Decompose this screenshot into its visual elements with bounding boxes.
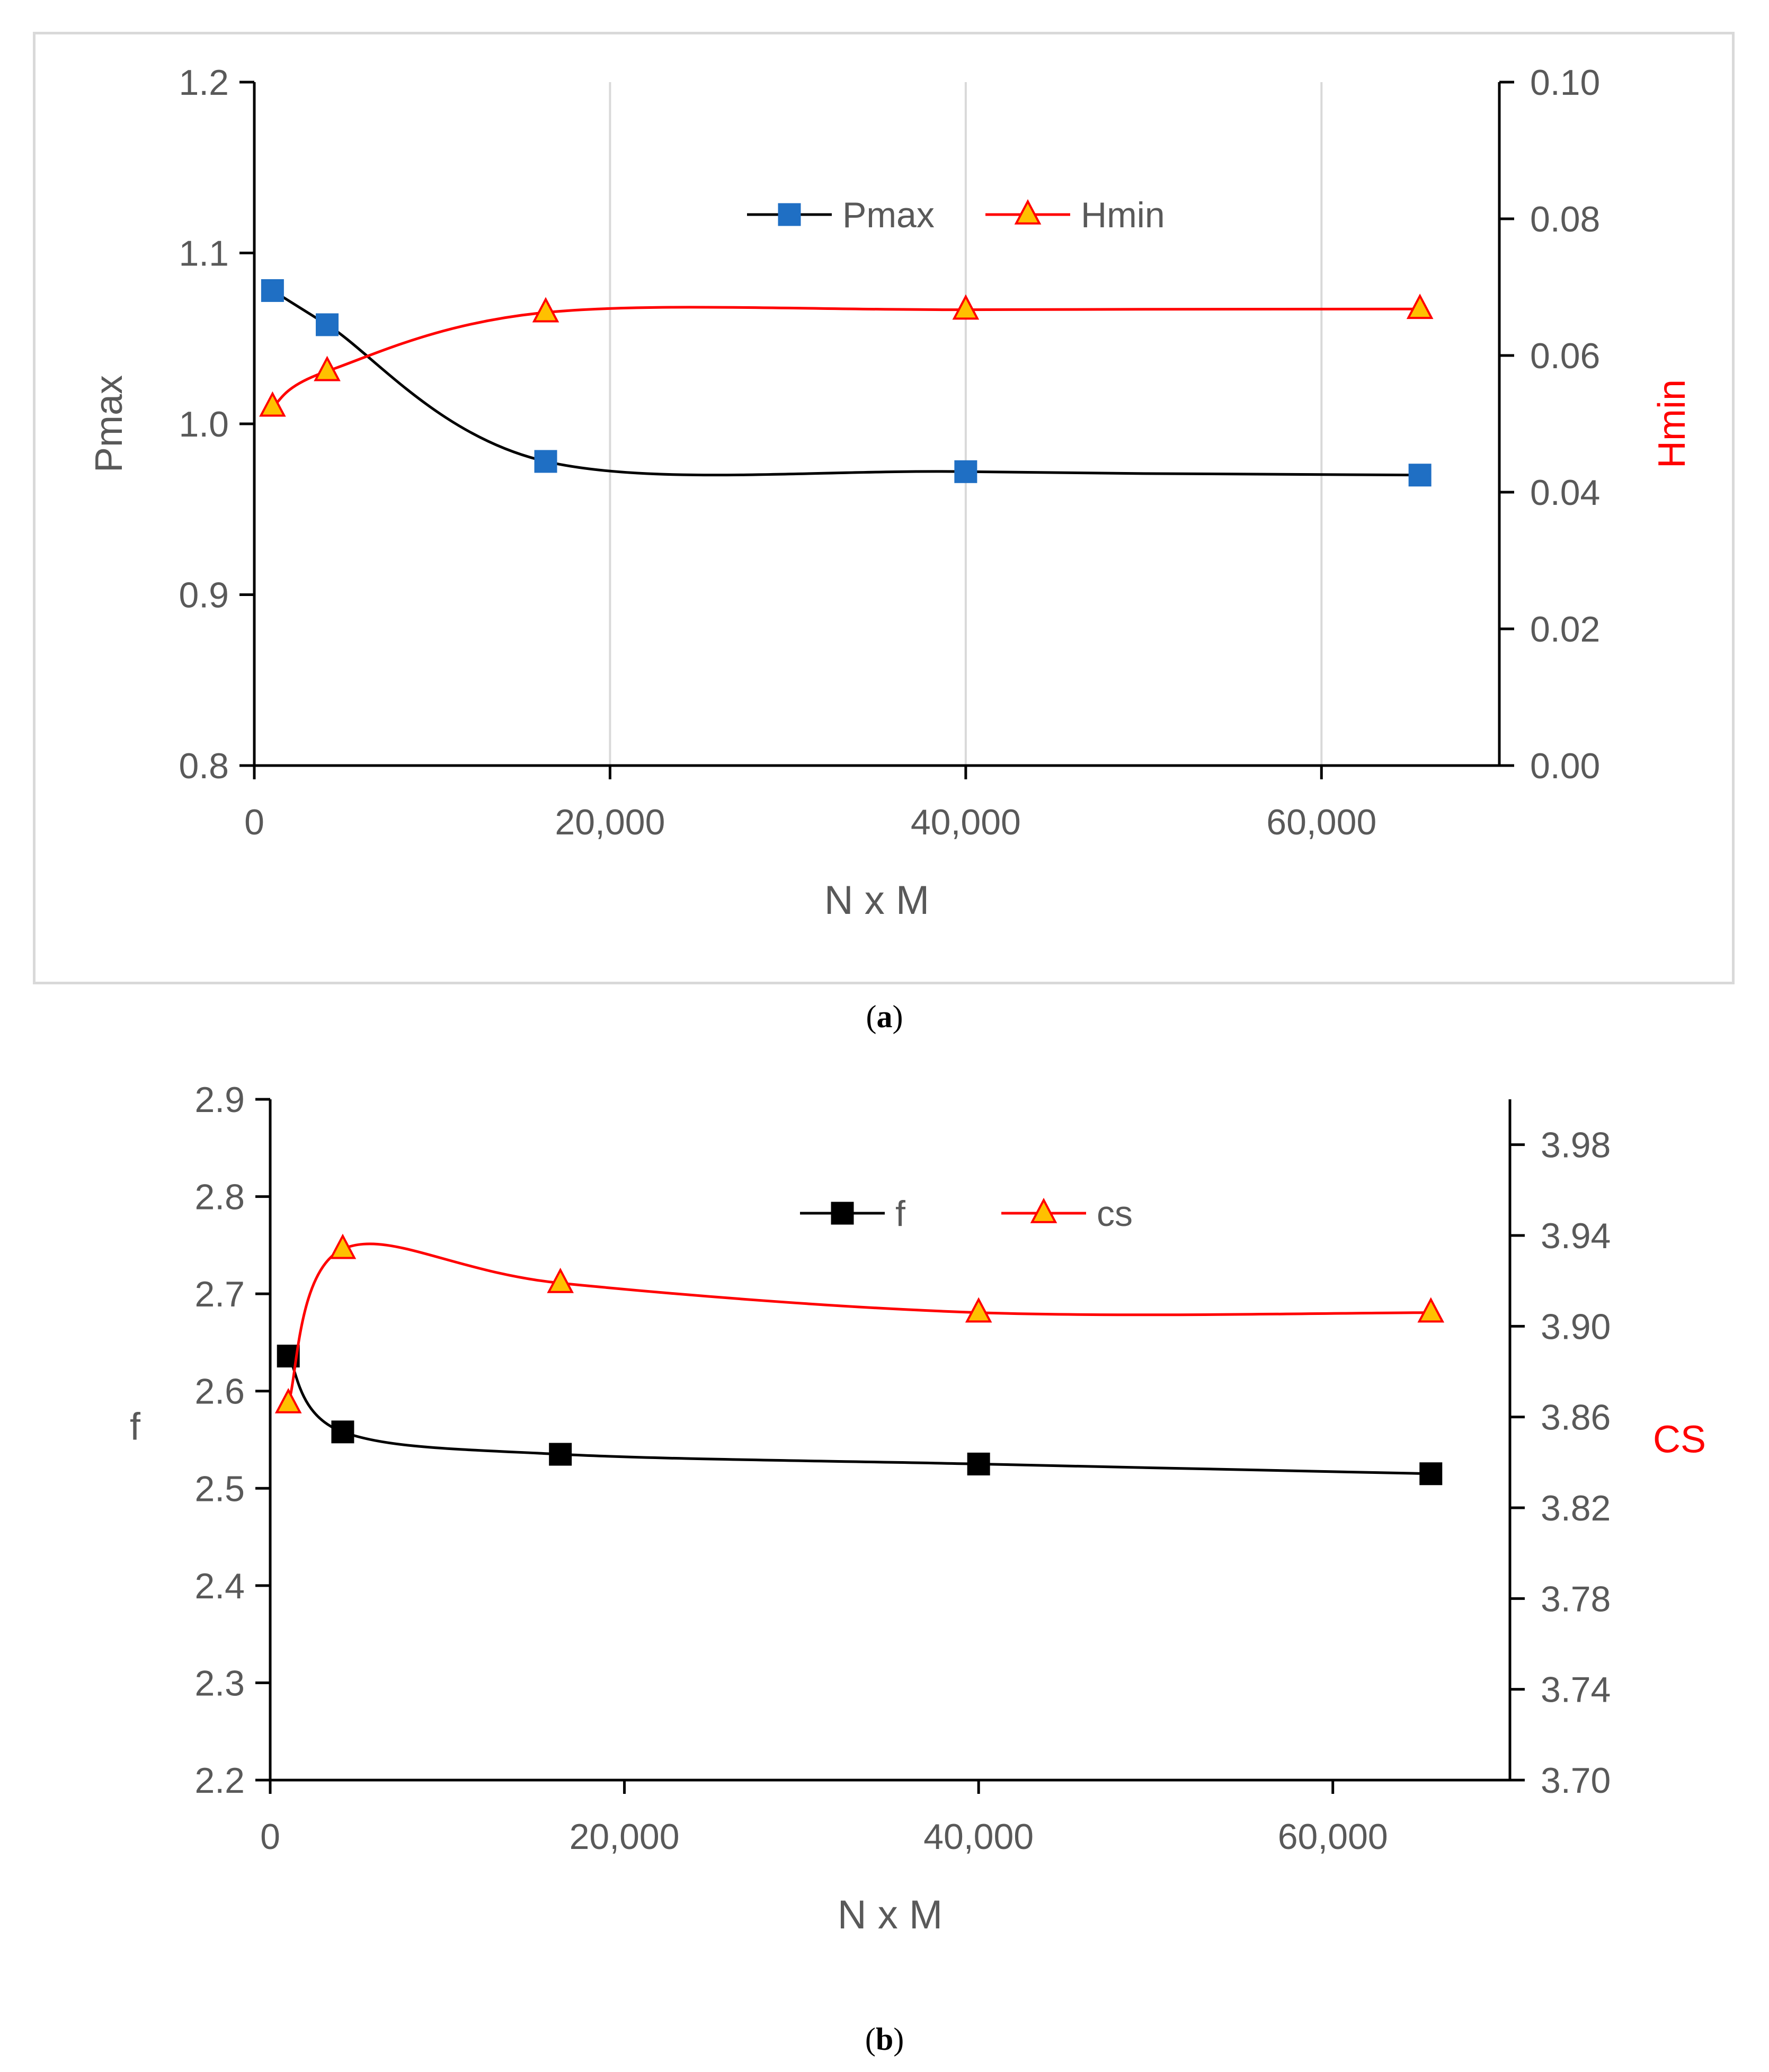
right-tick-label: 3.86 — [1541, 1398, 1611, 1438]
x-tick-label: 20,000 — [570, 1817, 680, 1857]
series-Pmax-point — [954, 460, 977, 483]
left-tick-label: 2.7 — [194, 1274, 245, 1314]
series-cs-point — [965, 1297, 992, 1323]
x-axis-title: N x M — [824, 878, 929, 923]
right-axis-title: Hmin — [1651, 379, 1693, 468]
series-Pmax-point — [261, 279, 284, 302]
right-tick-label: 3.70 — [1541, 1760, 1611, 1801]
left-tick-label: 2.4 — [194, 1566, 245, 1606]
x-tick-label: 40,000 — [911, 802, 1021, 842]
chart-b: 2.2 2.3 2.4 2.5 2.6 2.7 2.8 2.9 3.70 3.74 3.78 3.82… — [130, 1080, 1706, 1937]
right-tick-label: 0.02 — [1530, 609, 1600, 650]
series-Hmin-point — [259, 391, 286, 417]
series-f-point — [549, 1443, 572, 1466]
x-tick-label: 60,000 — [1278, 1817, 1388, 1857]
right-tick-label: 3.78 — [1541, 1579, 1611, 1619]
left-tick-label: 2.3 — [194, 1663, 245, 1703]
series-cs-point — [1417, 1297, 1445, 1323]
series-Pmax-point — [1408, 464, 1432, 487]
series-cs-point — [329, 1233, 357, 1259]
left-tick-label: 0.8 — [179, 746, 229, 786]
right-tick-label: 3.90 — [1541, 1306, 1611, 1347]
left-tick-label: 2.5 — [194, 1469, 245, 1509]
series-Hmin-point — [952, 294, 980, 320]
series-Hmin-point — [314, 355, 341, 381]
series-Pmax-point — [534, 450, 557, 473]
x-axis-title: N x M — [838, 1892, 943, 1937]
left-axis-title: f — [130, 1406, 141, 1448]
series-Pmax-line — [272, 289, 1420, 477]
series-Pmax-point — [316, 313, 339, 336]
right-tick-label: 3.94 — [1541, 1216, 1611, 1256]
series-cs-point — [547, 1267, 574, 1293]
right-tick-label: 0.10 — [1530, 63, 1600, 103]
x-tick-label: 40,000 — [923, 1817, 1034, 1857]
right-tick-label: 0.00 — [1530, 746, 1600, 786]
x-tick-label: 0 — [244, 802, 264, 842]
caption-b: (b) — [865, 2022, 904, 2057]
chart-a-frame — [33, 32, 1735, 984]
left-tick-label: 0.9 — [179, 575, 229, 616]
legend-Hmin-marker — [1014, 199, 1042, 225]
left-tick-label: 2.2 — [194, 1760, 245, 1801]
series-cs-point — [274, 1388, 302, 1413]
legend-cs-label: cs — [1097, 1194, 1133, 1234]
right-tick-label: 3.74 — [1541, 1670, 1611, 1710]
legend-cs-marker — [1030, 1197, 1057, 1223]
series-f-point — [331, 1420, 354, 1444]
left-tick-label: 1.1 — [179, 234, 229, 274]
chart-a: 0.8 0.9 1.0 1.1 1.2 0.00 0.02 0.04 0.06 0.08 0.10 0… — [88, 63, 1693, 923]
right-tick-label: 3.82 — [1541, 1488, 1611, 1528]
right-tick-label: 0.08 — [1530, 199, 1600, 239]
series-Hmin-line — [271, 306, 1420, 408]
right-tick-label: 0.04 — [1530, 473, 1600, 513]
legend-Pmax-marker — [778, 203, 801, 226]
right-tick-label: 3.98 — [1541, 1125, 1611, 1166]
series-f-line — [287, 1355, 1431, 1475]
left-tick-label: 2.8 — [194, 1177, 245, 1217]
series-cs-line — [287, 1242, 1431, 1404]
legend-f-label: f — [895, 1194, 905, 1234]
left-tick-label: 2.9 — [194, 1080, 245, 1120]
x-tick-label: 0 — [260, 1817, 280, 1857]
series-f-point — [967, 1452, 990, 1475]
left-tick-label: 1.0 — [179, 404, 229, 444]
legend-Hmin-label: Hmin — [1081, 195, 1165, 235]
left-axis-title: Pmax — [88, 375, 130, 473]
series-f-point — [1419, 1462, 1443, 1486]
left-tick-label: 2.6 — [194, 1372, 245, 1412]
caption-a: (a) — [866, 999, 903, 1034]
legend-f-marker — [831, 1202, 854, 1225]
series-Hmin-point — [1406, 294, 1434, 319]
left-tick-label: 1.2 — [179, 63, 229, 103]
right-axis-title: CS — [1653, 1419, 1706, 1461]
x-tick-label: 60,000 — [1266, 802, 1376, 842]
series-Hmin-point — [532, 297, 559, 323]
legend-Pmax-label: Pmax — [842, 195, 935, 235]
right-tick-label: 0.06 — [1530, 336, 1600, 376]
x-tick-label: 20,000 — [555, 802, 665, 842]
